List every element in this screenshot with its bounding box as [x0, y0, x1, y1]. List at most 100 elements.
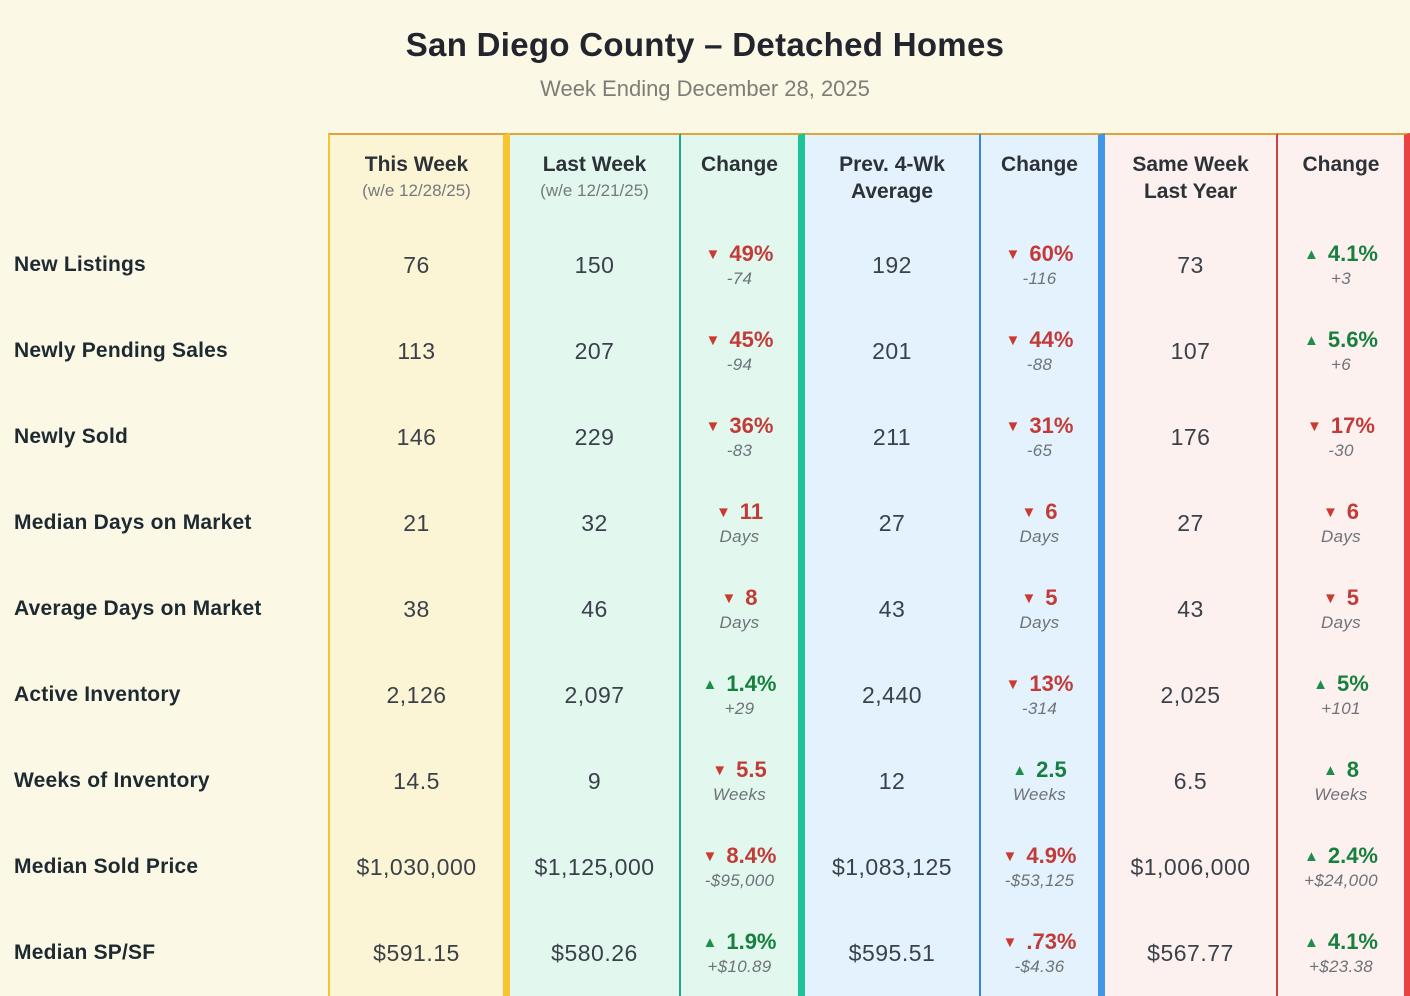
cell-prev-4wk-average: 43 — [805, 566, 981, 652]
change-subvalue: +$24,000 — [1304, 871, 1378, 890]
change-subvalue: +3 — [1331, 269, 1351, 288]
change-subvalue: +$23.38 — [1308, 957, 1374, 976]
trend-arrow-icon: ▼ — [705, 417, 721, 435]
metric-value: 176 — [1170, 423, 1211, 450]
cell-change-vs-last-week: ▼ 8 Days — [681, 566, 805, 652]
trend-arrow-icon: ▲ — [702, 675, 718, 693]
row-label-cell: Newly Sold — [0, 394, 328, 480]
metric-value: 2,025 — [1160, 681, 1221, 708]
cell-change-vs-4wk-average: ▼ 60% -116 — [981, 222, 1105, 308]
cell-last-week: $580.26 — [510, 910, 681, 996]
cell-prev-4wk-average: 192 — [805, 222, 981, 308]
metric-value: 12 — [878, 767, 906, 794]
cell-last-week: 9 — [510, 738, 681, 824]
change-value: 5 — [1346, 585, 1360, 610]
cell-change-vs-last-year: ▲ 8 Weeks — [1278, 738, 1410, 824]
row-label: Weeks of Inventory — [14, 769, 210, 792]
cell-change-vs-4wk-average: ▼ .73% -$4.36 — [981, 910, 1105, 996]
change-value: 44% — [1029, 327, 1074, 352]
metric-value: 150 — [574, 251, 615, 278]
metric-value: 73 — [1177, 251, 1204, 278]
cell-change-vs-last-year: ▲ 4.1% +$23.38 — [1278, 910, 1410, 996]
cell-change-vs-last-week: ▼ 49% -74 — [681, 222, 805, 308]
change-value: 45% — [729, 327, 774, 352]
trend-arrow-icon: ▼ — [702, 847, 718, 865]
change-subvalue: -$53,125 — [1004, 871, 1075, 890]
trend-arrow-icon: ▲ — [1303, 245, 1319, 263]
change-subvalue: Days — [1019, 613, 1060, 632]
row-label: Median SP/SF — [14, 941, 156, 964]
cell-prev-4wk-average: 201 — [805, 308, 981, 394]
change-subvalue: Days — [719, 527, 760, 546]
trend-arrow-icon: ▲ — [1313, 675, 1329, 693]
change-subvalue: Weeks — [1012, 785, 1067, 804]
change-subvalue: -88 — [1026, 355, 1053, 374]
change-value: 5% — [1337, 671, 1369, 696]
change-value: 8 — [1346, 757, 1360, 782]
cell-change-vs-last-week: ▲ 1.9% +$10.89 — [681, 910, 805, 996]
column-header-prev-4wk-average: Prev. 4-Wk Average — [805, 133, 981, 222]
cell-same-week-last-year: 43 — [1105, 566, 1278, 652]
page-title: San Diego County – Detached Homes — [405, 26, 1005, 63]
change-value: 5 — [1045, 585, 1058, 610]
cell-prev-4wk-average: 211 — [805, 394, 981, 480]
metric-value: $1,083,125 — [831, 853, 953, 880]
trend-arrow-icon: ▲ — [1303, 331, 1319, 349]
trend-arrow-icon: ▼ — [1002, 847, 1018, 865]
trend-arrow-icon: ▼ — [1005, 245, 1021, 263]
metric-value: 6.5 — [1173, 767, 1208, 794]
cell-change-vs-4wk-average: ▼ 4.9% -$53,125 — [981, 824, 1105, 910]
trend-arrow-icon: ▼ — [1005, 331, 1021, 349]
row-label-cell: Newly Pending Sales — [0, 308, 328, 394]
cell-last-week: 229 — [510, 394, 681, 480]
cell-last-week: 46 — [510, 566, 681, 652]
change-value: 17% — [1330, 413, 1375, 438]
cell-this-week: 2,126 — [328, 652, 510, 738]
change-value: 13% — [1029, 671, 1074, 696]
change-subvalue: Weeks — [1314, 785, 1368, 804]
cell-change-vs-last-week: ▼ 8.4% -$95,000 — [681, 824, 805, 910]
column-header-label: Change — [1000, 153, 1078, 176]
cell-same-week-last-year: 27 — [1105, 480, 1278, 566]
cell-prev-4wk-average: $1,083,125 — [805, 824, 981, 910]
metric-value: $591.15 — [373, 939, 460, 966]
change-subvalue: -$95,000 — [704, 871, 775, 890]
metric-value: 46 — [581, 595, 608, 622]
cell-change-vs-last-year: ▲ 5% +101 — [1278, 652, 1410, 738]
metric-value: 207 — [574, 337, 615, 364]
change-value: 8.4% — [726, 843, 777, 868]
page-subtitle: Week Ending December 28, 2025 — [540, 76, 870, 101]
trend-arrow-icon: ▼ — [712, 761, 728, 779]
column-header-change-year: Change — [1278, 133, 1410, 222]
trend-arrow-icon: ▲ — [1303, 847, 1319, 865]
cell-same-week-last-year: 6.5 — [1105, 738, 1278, 824]
metric-value: 146 — [396, 423, 437, 450]
metric-value: 2,126 — [386, 681, 447, 708]
change-value: 4.9% — [1026, 843, 1077, 868]
change-value: 6 — [1346, 499, 1360, 524]
cell-this-week: 38 — [328, 566, 510, 652]
metric-value: 27 — [1177, 509, 1204, 536]
cell-change-vs-last-week: ▼ 45% -94 — [681, 308, 805, 394]
cell-change-vs-last-year: ▲ 5.6% +6 — [1278, 308, 1410, 394]
change-subvalue: -94 — [726, 355, 753, 374]
trend-arrow-icon: ▼ — [1322, 589, 1338, 607]
change-subvalue: -30 — [1328, 441, 1354, 460]
change-value: 1.9% — [726, 929, 777, 954]
trend-arrow-icon: ▼ — [1021, 503, 1037, 521]
cell-change-vs-4wk-average: ▼ 31% -65 — [981, 394, 1105, 480]
row-label: New Listings — [14, 253, 146, 276]
cell-this-week: 21 — [328, 480, 510, 566]
metric-value: 32 — [581, 509, 608, 536]
metric-value: 38 — [403, 595, 430, 622]
row-label-cell: Median Sold Price — [0, 824, 328, 910]
change-value: 2.5 — [1036, 757, 1067, 782]
cell-change-vs-last-year: ▼ 5 Days — [1278, 566, 1410, 652]
metric-value: 43 — [1177, 595, 1204, 622]
cell-same-week-last-year: $1,006,000 — [1105, 824, 1278, 910]
column-header-last-week: Last Week (w/e 12/21/25) — [510, 133, 681, 222]
cell-change-vs-4wk-average: ▼ 5 Days — [981, 566, 1105, 652]
column-header-label: Last Week — [542, 153, 647, 176]
metric-value: 107 — [1170, 337, 1211, 364]
column-header-same-week-last-year: Same Week Last Year — [1105, 133, 1278, 222]
